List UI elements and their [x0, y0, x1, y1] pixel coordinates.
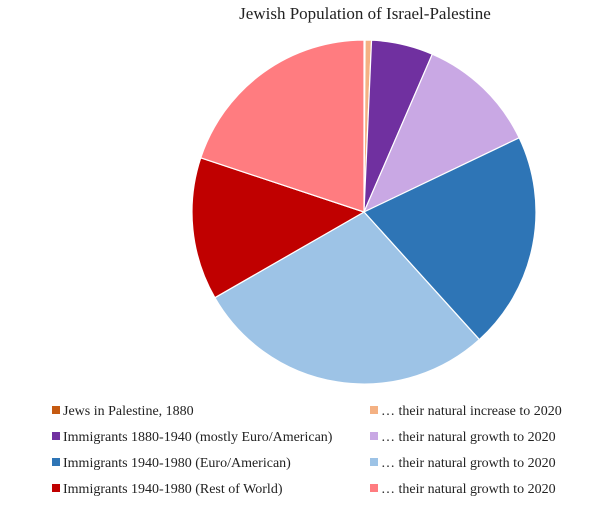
legend-swatch-5 — [370, 458, 378, 466]
legend-label-7: … their natural growth to 2020 — [381, 482, 556, 497]
legend-label-4: Immigrants 1940-1980 (Euro/American) — [63, 456, 291, 471]
legend-item-4: Immigrants 1940-1980 (Euro/American) — [52, 456, 291, 472]
pie-slice-6 — [191, 157, 366, 299]
legend-item-0: Jews in Palestine, 1880 — [52, 404, 194, 420]
legend-swatch-1 — [370, 406, 378, 414]
pie-slice-7 — [199, 39, 365, 213]
legend-swatch-4 — [52, 458, 60, 466]
legend-swatch-2 — [52, 432, 60, 440]
legend-label-1: … their natural increase to 2020 — [381, 404, 562, 419]
legend-label-3: … their natural growth to 2020 — [381, 430, 556, 445]
pie-slice-5 — [214, 211, 481, 385]
pie-slice-4 — [363, 136, 537, 341]
legend-item-1: … their natural increase to 2020 — [370, 404, 562, 420]
chart-title: Jewish Population of Israel-Palestine — [239, 4, 491, 23]
legend-swatch-0 — [52, 406, 60, 414]
legend-item-3: … their natural growth to 2020 — [370, 430, 556, 446]
legend-swatch-7 — [370, 484, 378, 492]
pie-slice-3 — [362, 53, 520, 214]
legend-swatch-3 — [370, 432, 378, 440]
legend-item-7: … their natural growth to 2020 — [370, 482, 556, 498]
legend-label-2: Immigrants 1880-1940 (mostly Euro/Americ… — [63, 430, 333, 445]
legend-swatch-6 — [52, 484, 60, 492]
legend-label-6: Immigrants 1940-1980 (Rest of World) — [63, 482, 283, 497]
legend-label-0: Jews in Palestine, 1880 — [63, 404, 194, 419]
legend-item-6: Immigrants 1940-1980 (Rest of World) — [52, 482, 282, 498]
legend-label-5: … their natural growth to 2020 — [381, 456, 556, 471]
legend-item-5: … their natural growth to 2020 — [370, 456, 556, 472]
legend-item-2: Immigrants 1880-1940 (mostly Euro/Americ… — [52, 430, 332, 446]
